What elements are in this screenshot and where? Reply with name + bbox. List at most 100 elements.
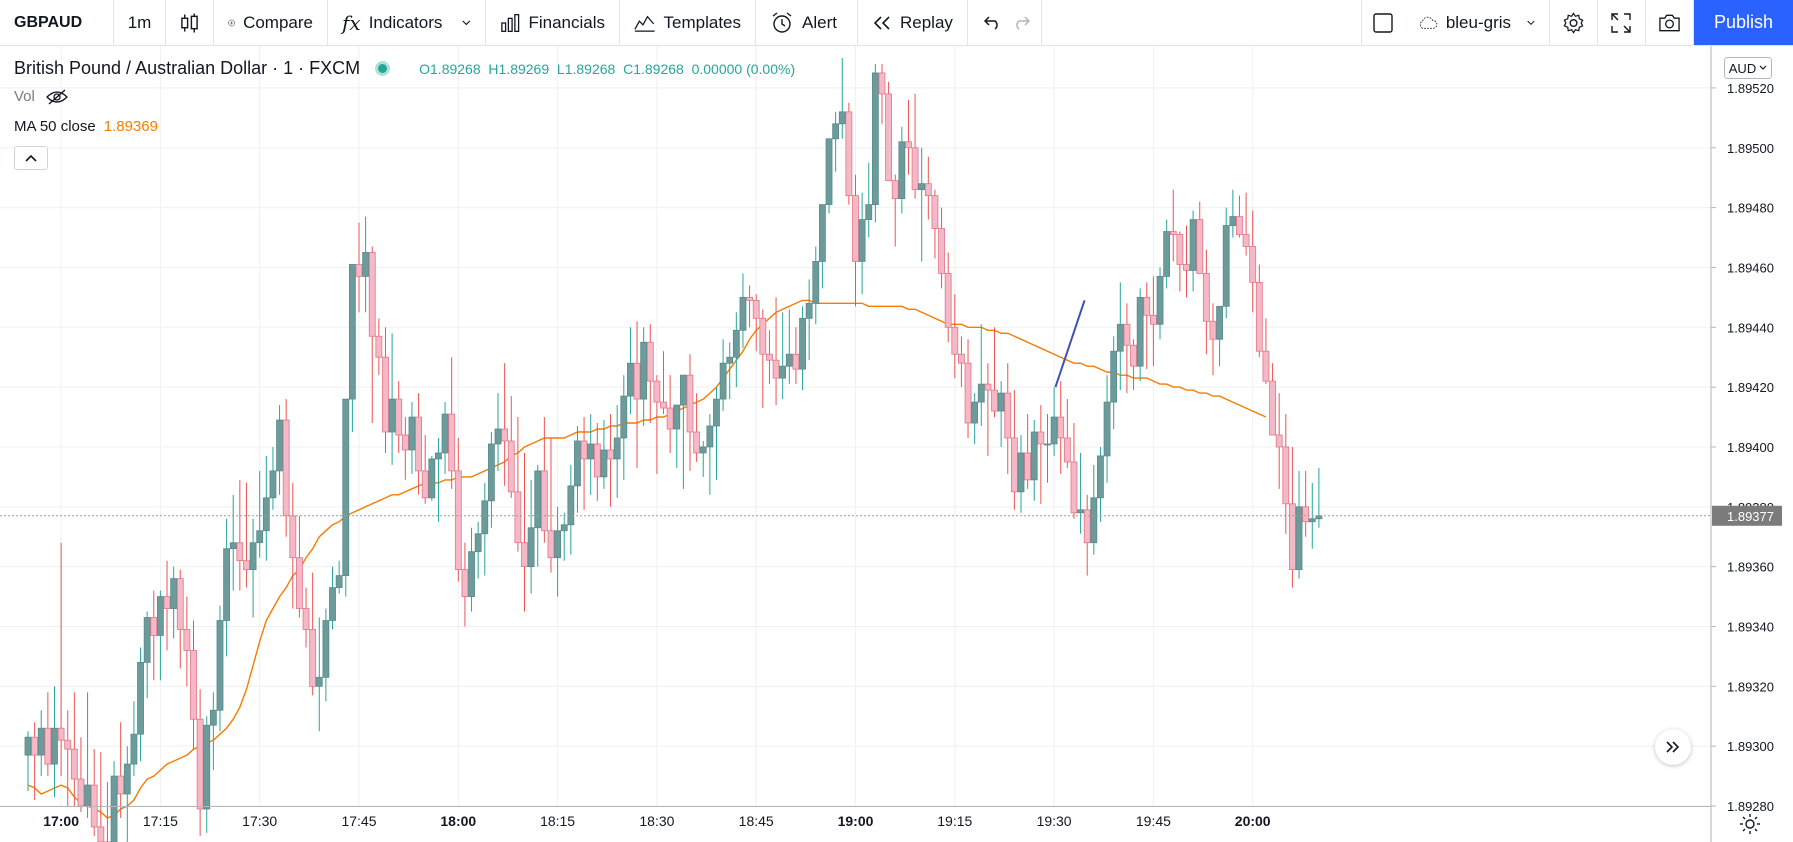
candle-body xyxy=(209,709,217,726)
candle-body xyxy=(792,353,800,370)
x-tick-label: 19:45 xyxy=(1136,813,1171,829)
candle-up xyxy=(613,405,621,498)
candle-body xyxy=(368,252,376,337)
chart-type-button[interactable] xyxy=(166,0,214,45)
function-icon: fx xyxy=(342,10,361,35)
collapse-legend-button[interactable] xyxy=(14,146,48,170)
candle-body xyxy=(799,317,806,370)
gear-icon xyxy=(1563,11,1584,34)
candle-down xyxy=(289,482,297,609)
candle-up xyxy=(249,518,257,618)
top-toolbar: GBPAUD 1m Compare fx Indicators Financia… xyxy=(0,0,1793,46)
candle-body xyxy=(1282,446,1290,505)
axis-settings-button[interactable] xyxy=(1738,812,1762,836)
candle-body xyxy=(176,578,184,630)
candle-body xyxy=(1289,503,1296,571)
candle-body xyxy=(262,497,270,532)
candle-body xyxy=(1302,506,1310,523)
candle-body xyxy=(44,727,52,765)
snapshot-button[interactable] xyxy=(1646,0,1694,45)
interval-label: 1m xyxy=(127,12,152,32)
templates-button[interactable]: Templates xyxy=(620,0,756,45)
candle-down xyxy=(117,722,125,818)
candle-down xyxy=(944,252,952,343)
candle-body xyxy=(415,416,422,472)
candle-down xyxy=(1249,210,1257,313)
scroll-to-realtime-button[interactable] xyxy=(1655,729,1691,765)
compare-button[interactable]: Compare xyxy=(214,0,328,45)
candle-body xyxy=(494,428,502,445)
fullscreen-select-button[interactable] xyxy=(1362,0,1404,45)
fullscreen-button[interactable] xyxy=(1598,0,1646,45)
layout-button[interactable]: bleu-gris xyxy=(1404,0,1550,45)
price-chart[interactable]: 1.89280 1.89300 1.89320 1.89340 1.89360 1.893… xyxy=(0,46,1793,842)
candle-up xyxy=(481,482,489,576)
candle-down xyxy=(951,294,959,379)
undo-button[interactable] xyxy=(968,0,1002,45)
x-tick-label: 18:45 xyxy=(739,813,774,829)
candle-down xyxy=(1242,192,1250,256)
settings-button[interactable] xyxy=(1550,0,1598,45)
candle-body xyxy=(871,72,879,206)
candle-down xyxy=(448,357,456,489)
candle-up xyxy=(143,611,151,699)
currency-label: AUD xyxy=(1728,60,1757,76)
redo-button[interactable] xyxy=(1002,0,1042,45)
candle-body xyxy=(355,264,363,277)
candle-body xyxy=(699,446,707,454)
candle-down xyxy=(1063,399,1071,468)
candle-body xyxy=(679,374,687,406)
candle-body xyxy=(858,219,866,262)
candle-up xyxy=(819,204,826,289)
candle-down xyxy=(1123,303,1131,394)
candle-down xyxy=(395,381,403,453)
currency-badge[interactable]: AUD xyxy=(1724,57,1772,79)
x-tick-label: 17:30 xyxy=(242,813,277,829)
ma-label: MA 50 close xyxy=(14,118,96,135)
candle-up xyxy=(494,393,502,471)
candle-up xyxy=(170,566,178,639)
candle-body xyxy=(1044,443,1051,446)
candle-down xyxy=(686,354,694,471)
undo-icon xyxy=(984,15,998,30)
candle-down xyxy=(607,414,614,507)
candle-body xyxy=(1024,452,1032,481)
candle-body xyxy=(428,458,436,499)
candle-down xyxy=(375,318,383,376)
candle-down xyxy=(90,749,98,836)
candle-body xyxy=(481,500,489,535)
alert-button[interactable]: Alert xyxy=(756,0,858,45)
x-tick-label: 19:30 xyxy=(1037,813,1072,829)
candle-down xyxy=(1269,363,1276,436)
candle-down xyxy=(309,572,317,696)
publish-button[interactable]: Publish xyxy=(1693,0,1793,45)
candle-body xyxy=(640,341,648,400)
ma-legend[interactable]: MA 50 close 1.89369 xyxy=(14,118,158,135)
symbol-search-button[interactable]: GBPAUD xyxy=(0,0,114,45)
eye-crossed-icon[interactable] xyxy=(45,88,69,105)
candle-body xyxy=(739,296,747,331)
trend-line-drawing[interactable] xyxy=(1054,300,1086,388)
candle-body xyxy=(971,401,979,424)
interval-button[interactable]: 1m xyxy=(114,0,166,45)
candle-up xyxy=(435,437,442,522)
candle-down xyxy=(547,437,555,573)
candle-up xyxy=(726,342,734,400)
candle-down xyxy=(104,782,111,842)
y-tick-label: 1.89360 xyxy=(1727,560,1774,575)
candle-down xyxy=(633,321,641,468)
candle-up xyxy=(1295,470,1303,579)
candle-up xyxy=(216,605,224,732)
x-tick-label: 18:15 xyxy=(540,813,575,829)
candle-body xyxy=(448,413,456,472)
replay-button[interactable]: Replay xyxy=(858,0,968,45)
drawings-layer[interactable] xyxy=(1054,300,1086,388)
financials-button[interactable]: Financials xyxy=(486,0,620,45)
candle-down xyxy=(415,393,422,495)
candle-body xyxy=(1136,296,1144,367)
camera-icon xyxy=(1659,14,1680,31)
candles-icon xyxy=(181,13,198,32)
indicators-button[interactable]: fx Indicators xyxy=(328,0,486,45)
candle-up xyxy=(137,647,144,762)
